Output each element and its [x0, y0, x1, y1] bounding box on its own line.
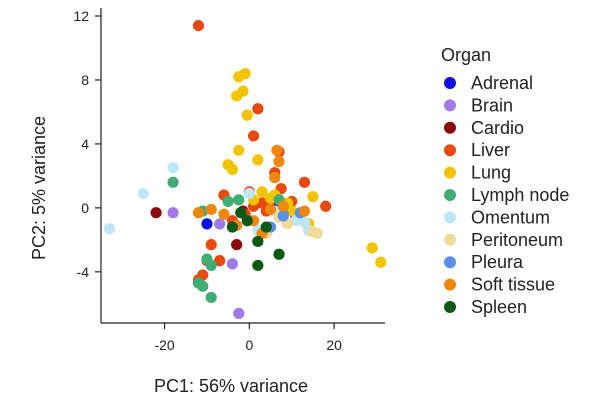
legend-label-lung: Lung [471, 163, 511, 183]
legend-label-pleura: Pleura [471, 252, 524, 272]
point-spleen [235, 207, 247, 219]
point-peritoneum [311, 227, 323, 240]
point-soft-tissue [264, 203, 277, 216]
x-axis-label: PC1: 56% variance [154, 376, 308, 396]
point-lung [237, 85, 249, 97]
point-omentum [167, 162, 179, 174]
point-adrenal [201, 218, 213, 230]
point-spleen [241, 215, 253, 227]
legend-label-brain: Brain [471, 95, 513, 115]
data-points [103, 19, 387, 320]
legend-label-soft-tissue: Soft tissue [471, 275, 555, 295]
point-liver [320, 200, 332, 212]
point-soft-tissue [277, 200, 289, 212]
point-lung [256, 186, 268, 198]
point-liver [247, 130, 260, 142]
y-tick-label: 8 [81, 72, 89, 88]
legend-marker-adrenal [444, 77, 456, 89]
point-spleen [252, 235, 264, 248]
legend-label-omentum: Omentum [471, 207, 550, 227]
point-soft-tissue [218, 208, 230, 220]
legend-marker-peritoneum [444, 233, 456, 246]
legend-marker-cardio [444, 121, 456, 134]
point-lung [226, 163, 239, 176]
point-brain [167, 207, 179, 219]
y-tick-label: -4 [77, 264, 90, 280]
point-liver [214, 255, 226, 267]
legend-marker-liver [444, 144, 456, 157]
point-brain [233, 307, 245, 320]
point-lung [241, 109, 253, 121]
point-pleura [277, 210, 289, 222]
point-lymph-node [205, 259, 217, 272]
legend-label-lymph-node: Lymph node [471, 185, 569, 205]
point-soft-tissue [269, 171, 281, 184]
point-lung [239, 67, 251, 80]
legend-marker-brain [444, 99, 456, 112]
point-lung [307, 191, 319, 203]
legend-marker-soft-tissue [444, 278, 456, 291]
legend-label-peritoneum: Peritoneum [471, 230, 563, 250]
legend-marker-pleura [444, 256, 456, 269]
x-tick-label: -20 [154, 337, 174, 353]
legend-title: Organ [441, 45, 491, 65]
y-tick-label: 4 [81, 136, 89, 152]
point-soft-tissue [298, 205, 311, 217]
legend-label-adrenal: Adrenal [471, 73, 533, 93]
legend-marker-spleen [444, 301, 456, 313]
point-brain [226, 258, 239, 270]
point-lung [375, 256, 387, 268]
point-omentum [103, 223, 116, 235]
point-lymph-node [222, 195, 234, 208]
legend-marker-lung [444, 166, 456, 179]
point-liver [298, 176, 311, 188]
point-cardio [150, 207, 162, 219]
point-liver [252, 103, 264, 115]
point-lung [252, 154, 264, 166]
legend-label-liver: Liver [471, 140, 510, 160]
point-spleen [273, 248, 285, 260]
axes: -4 0 4 8 12 -20 0 20 [73, 8, 385, 353]
y-tick-label: 0 [81, 200, 89, 216]
point-soft-tissue [271, 144, 283, 156]
point-lymph-node [167, 176, 179, 188]
point-lung [233, 144, 245, 156]
point-omentum [243, 187, 255, 200]
legend-label-cardio: Cardio [471, 118, 524, 138]
point-lung [366, 242, 378, 254]
point-liver [205, 239, 217, 251]
legend-marker-lymph-node [444, 189, 456, 201]
y-tick-label: 12 [73, 8, 89, 24]
point-omentum [137, 187, 149, 200]
point-lymph-node [197, 280, 209, 292]
point-spleen [226, 221, 239, 233]
legend-marker-omentum [444, 211, 456, 224]
y-axis-label: PC2: 5% variance [29, 116, 49, 260]
point-lymph-node [233, 194, 245, 206]
point-lung [286, 205, 298, 217]
point-lymph-node [205, 291, 217, 304]
point-spleen [260, 221, 272, 233]
point-soft-tissue [273, 155, 285, 168]
x-tick-label: 0 [245, 337, 253, 353]
point-soft-tissue [205, 203, 217, 216]
x-tick-label: 20 [326, 337, 342, 353]
point-brain [214, 218, 226, 230]
point-cardio [231, 239, 243, 251]
point-soft-tissue [192, 207, 205, 219]
point-liver [192, 19, 205, 32]
point-spleen [252, 259, 264, 272]
legend-label-spleen: Spleen [471, 297, 527, 317]
